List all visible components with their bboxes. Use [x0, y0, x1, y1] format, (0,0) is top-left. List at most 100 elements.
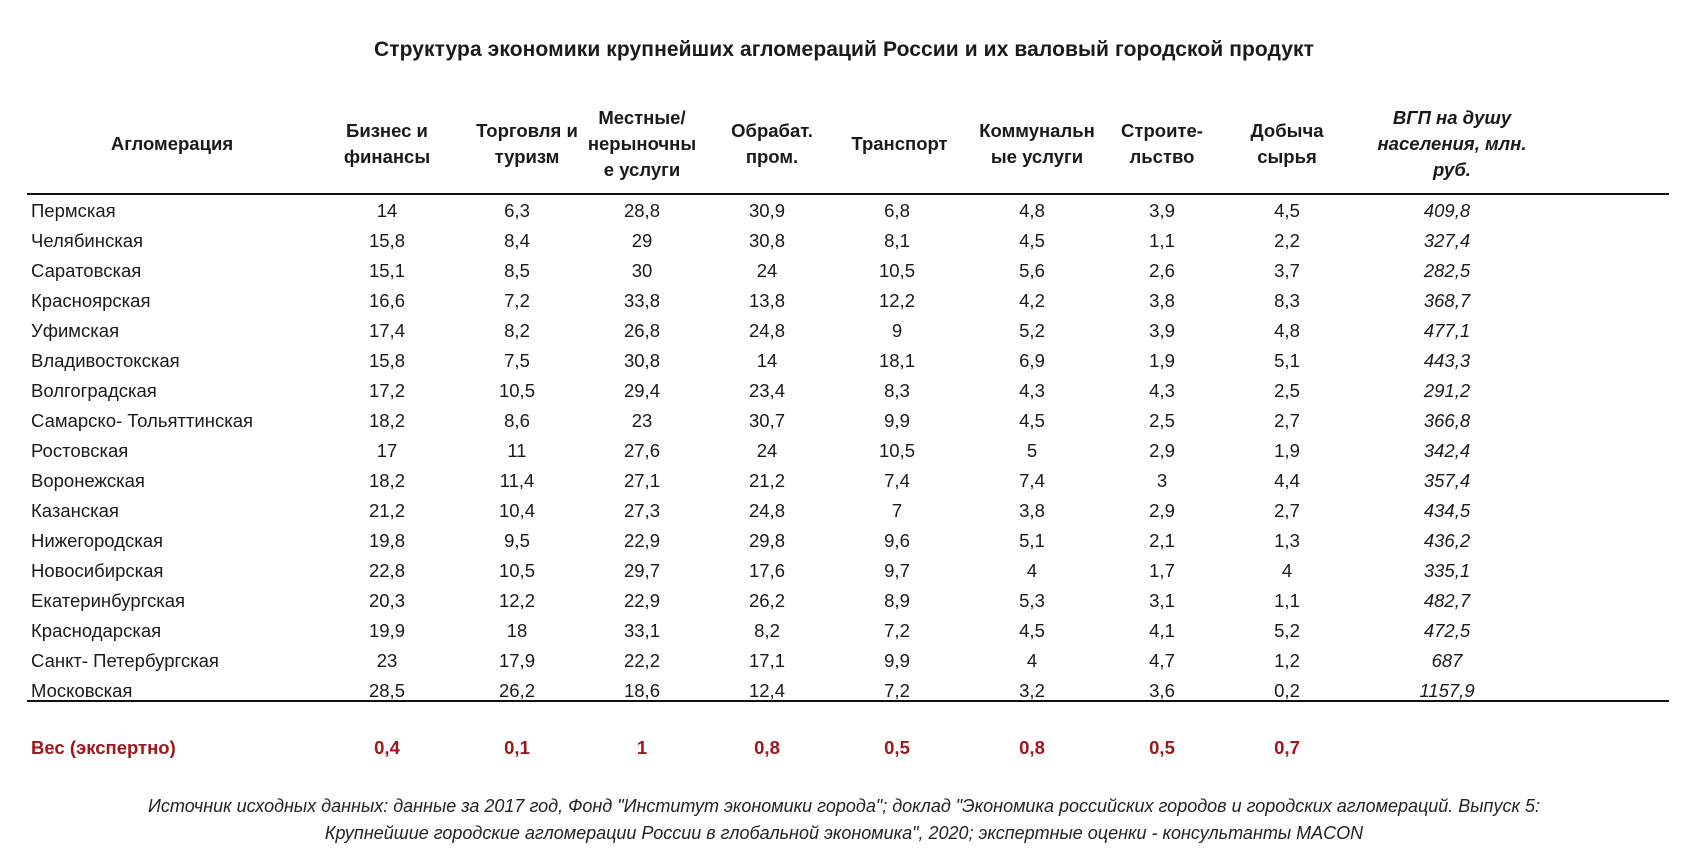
table-cell-local: 29,4: [623, 380, 660, 401]
table-cell-gdp: 368,7: [1423, 290, 1471, 311]
table-cell-manuf: 24,8: [748, 500, 785, 521]
table-cell-utility: 4: [1026, 650, 1038, 671]
table-cell-mining: 8,3: [1274, 290, 1300, 311]
table-cell-trade: 17,9: [498, 650, 535, 671]
table-row: Нижегородская 19,8 9,5 22,9 29,8 9,6 5,1 2,1 1,3…: [27, 526, 1669, 556]
table-row: Саратовская 15,1 8,5 30 24 10,5 5,6 2,6 3,7 282,5: [27, 256, 1669, 286]
table-cell-mining: 0,2: [1274, 680, 1300, 701]
table-cell-trade: 10,5: [498, 380, 535, 401]
agglomeration-name: Санкт- Петербургская: [31, 650, 219, 671]
table-cell-biz: 21,2: [368, 500, 405, 521]
table-cell-transport: 12,2: [878, 290, 915, 311]
header-business-finance: Бизнес и финансы: [343, 120, 431, 167]
table-cell-constr: 3: [1156, 470, 1168, 491]
table-cell-manuf: 14: [756, 350, 778, 371]
table-cell-trade: 8,6: [504, 410, 530, 431]
table-row: Красноярская 16,6 7,2 33,8 13,8 12,2 4,2 3,8 8,3…: [27, 286, 1669, 316]
table-cell-local: 26,8: [623, 320, 660, 341]
table-cell-biz: 20,3: [368, 590, 405, 611]
table-cell-mining: 1,1: [1274, 590, 1300, 611]
table-cell-gdp: 482,7: [1423, 590, 1471, 611]
table-cell-utility: 4: [1026, 560, 1038, 581]
weight-value: 0,8: [1019, 737, 1045, 758]
agglomeration-name: Уфимская: [31, 320, 120, 341]
table-cell-trade: 12,2: [498, 590, 535, 611]
table-cell-manuf: 21,2: [748, 470, 785, 491]
table-cell-manuf: 24: [756, 440, 778, 461]
table-cell-utility: 5,1: [1019, 530, 1045, 551]
weight-value: 0,5: [884, 737, 910, 758]
table-cell-trade: 11,4: [499, 470, 535, 491]
table-cell-utility: 5,3: [1019, 590, 1045, 611]
table-cell-constr: 3,6: [1149, 680, 1175, 701]
table-cell-mining: 2,7: [1274, 500, 1300, 521]
table-cell-gdp: 342,4: [1423, 440, 1471, 461]
table-row: Воронежская 18,2 11,4 27,1 21,2 7,4 7,4 3 4,4 357…: [27, 466, 1669, 496]
table-bottom-rule: [27, 700, 1669, 702]
weights-row: Вес (экспертно) 0,4 0,1 1 0,8 0,5 0,8 0,5 0,7: [27, 733, 1669, 763]
table-row: Санкт- Петербургская 23 17,9 22,2 17,1 9,9 4 4,…: [27, 646, 1669, 676]
table-cell-mining: 1,3: [1274, 530, 1300, 551]
table-cell-mining: 4,8: [1274, 320, 1300, 341]
weight-value: 1: [636, 737, 648, 758]
table-cell-utility: 5: [1026, 440, 1038, 461]
table-cell-utility: 3,8: [1019, 500, 1045, 521]
agglomeration-name: Пермская: [31, 200, 116, 221]
table-cell-gdp: 291,2: [1423, 380, 1471, 401]
table-cell-transport: 7,2: [884, 680, 910, 701]
table-cell-constr: 2,9: [1149, 440, 1175, 461]
table-cell-mining: 4,5: [1274, 200, 1300, 221]
agglomeration-name: Волгоградская: [31, 380, 157, 401]
table-cell-constr: 4,7: [1149, 650, 1175, 671]
table-cell-transport: 9,9: [884, 410, 910, 431]
table-cell-manuf: 30,7: [748, 410, 785, 431]
weights-label: Вес (экспертно): [31, 737, 176, 758]
table-cell-constr: 3,1: [1149, 590, 1175, 611]
table-body: Пермская 14 6,3 28,8 30,9 6,8 4,8 3,9 4,5 409,8 Че…: [27, 196, 1669, 706]
table-cell-transport: 9,7: [884, 560, 910, 581]
table-cell-local: 28,8: [623, 200, 660, 221]
agglomeration-name: Самарско- Тольяттинская: [31, 410, 254, 431]
table-cell-constr: 1,1: [1149, 230, 1175, 251]
table-cell-gdp: 282,5: [1423, 260, 1471, 281]
table-cell-local: 18,6: [623, 680, 660, 701]
table-cell-utility: 6,9: [1019, 350, 1045, 371]
table-cell-gdp: 477,1: [1423, 320, 1471, 341]
table-row: Казанская 21,2 10,4 27,3 24,8 7 3,8 2,9 2,7 434,5: [27, 496, 1669, 526]
table-cell-biz: 16,6: [368, 290, 405, 311]
table-cell-transport: 10,5: [878, 440, 915, 461]
table-cell-manuf: 26,2: [748, 590, 785, 611]
table-cell-gdp: 443,3: [1423, 350, 1471, 371]
table-row: Ростовская 17 11 27,6 24 10,5 5 2,9 1,9 342,4: [27, 436, 1669, 466]
table-cell-gdp: 436,2: [1423, 530, 1471, 551]
table-cell-mining: 1,2: [1274, 650, 1300, 671]
table-cell-local: 23: [631, 410, 653, 431]
table-cell-utility: 4,2: [1019, 290, 1045, 311]
table-cell-transport: 10,5: [878, 260, 915, 281]
table-cell-constr: 2,5: [1149, 410, 1175, 431]
table-cell-transport: 7,4: [884, 470, 910, 491]
table-cell-gdp: 687: [1431, 650, 1463, 671]
table-cell-mining: 2,2: [1274, 230, 1300, 251]
table-cell-local: 29,7: [623, 560, 660, 581]
agglomeration-name: Саратовская: [31, 260, 142, 281]
table-cell-biz: 15,1: [368, 260, 405, 281]
table-cell-local: 22,2: [623, 650, 660, 671]
table-cell-local: 30: [631, 260, 653, 281]
agglomeration-name: Владивостокская: [31, 350, 180, 371]
table-cell-mining: 1,9: [1274, 440, 1300, 461]
table-cell-biz: 23: [376, 650, 398, 671]
table-cell-utility: 4,3: [1019, 380, 1045, 401]
table-cell-local: 22,9: [623, 590, 660, 611]
weight-value: 0,4: [374, 737, 400, 758]
table-cell-mining: 2,5: [1274, 380, 1300, 401]
table-cell-constr: 1,9: [1149, 350, 1175, 371]
table-cell-mining: 5,2: [1274, 620, 1300, 641]
table-cell-local: 22,9: [623, 530, 660, 551]
header-agglomeration: Агломерация: [110, 133, 234, 154]
table-cell-biz: 18,2: [368, 410, 405, 431]
agglomeration-name: Ростовская: [31, 440, 129, 461]
table-cell-gdp: 434,5: [1423, 500, 1471, 521]
table-cell-manuf: 24,8: [748, 320, 785, 341]
table-cell-manuf: 17,6: [748, 560, 785, 581]
